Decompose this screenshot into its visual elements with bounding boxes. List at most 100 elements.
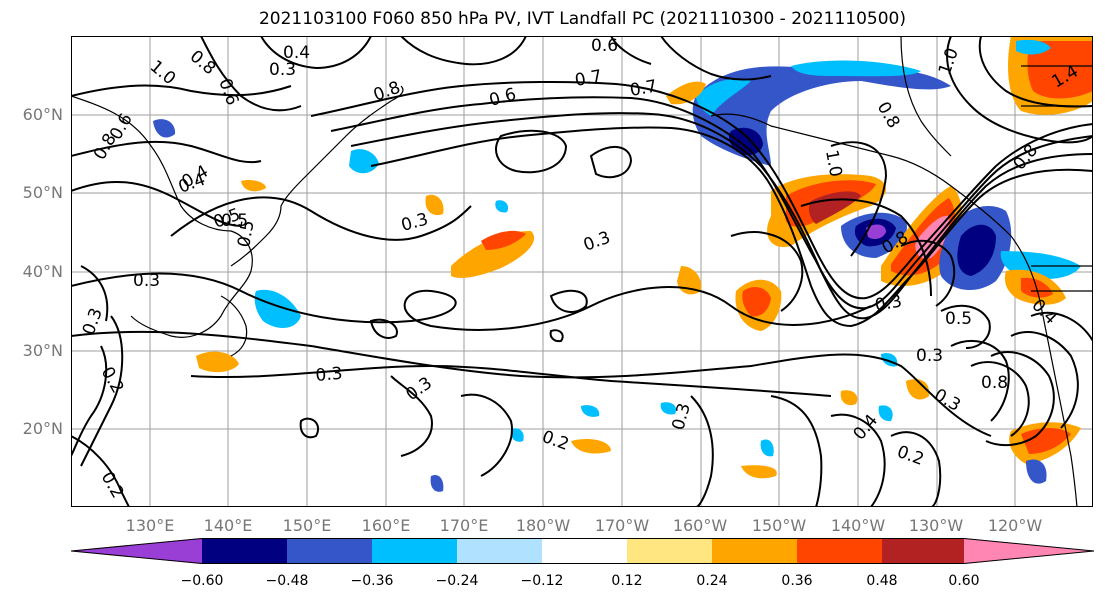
lon-label: 150°E: [282, 516, 332, 535]
contour-label: 0.4: [850, 411, 883, 445]
contour-label: 0.4: [283, 43, 310, 63]
shade-orange-140w: [840, 390, 858, 406]
shade-purple-mid: [866, 224, 886, 240]
contour-label: 0.6: [591, 36, 618, 56]
contour-label: 0.3: [399, 210, 430, 236]
colorbar-tick: 0.24: [696, 573, 728, 589]
colorbar-seg-4: [457, 538, 542, 564]
lat-label: 60°N: [22, 105, 63, 124]
colorbar-seg-10: [964, 538, 1094, 564]
contour-label: 0.3: [916, 346, 943, 366]
colorbar-tick: 0.48: [866, 573, 898, 589]
colorbar-seg-1: [202, 538, 287, 564]
shade-orange-150w: [666, 81, 706, 105]
lon-label: 140°E: [203, 516, 253, 535]
lon-label: 160°W: [672, 516, 728, 535]
shade-blue-small4: [430, 474, 444, 492]
map-panel: 1.0 0.8 0.6 0.4 0.3 0.4 0.8 0.6 0.8 0.6 …: [71, 36, 1093, 507]
shade-blue-small2: [660, 402, 677, 415]
shade-navy: [728, 127, 763, 156]
contour-label: 0.8: [981, 373, 1008, 393]
colorbar-tick: −0.24: [435, 573, 479, 589]
colorbar-tick: −0.48: [265, 573, 309, 589]
lon-label: 180°W: [515, 516, 571, 535]
contour-label: 1.0: [935, 45, 963, 77]
colorbar-seg-7: [712, 538, 797, 564]
contour-label: 0.5: [234, 219, 258, 249]
colorbar-seg-0: [71, 538, 202, 564]
map-title: 2021103100 F060 850 hPa PV, IVT Landfall…: [258, 9, 906, 29]
lon-label: 120°W: [987, 516, 1043, 535]
graticule: [71, 36, 1093, 507]
contour-label: 1.0: [146, 57, 180, 90]
colorbar-tick: 0.36: [781, 573, 813, 589]
shade-orange-150e: [196, 351, 239, 373]
shade-blue-165e: [349, 149, 379, 174]
contour-label: 0.6: [487, 85, 518, 111]
shade-blue-light1: [696, 79, 751, 116]
contour-label: 0.3: [873, 292, 903, 316]
shade-orange-130w: [906, 379, 930, 400]
shade-blue-ne: [1016, 39, 1051, 55]
shade-red-tr: [1027, 41, 1093, 99]
contour-label: 0.5: [221, 211, 248, 231]
colorbar-seg-6: [627, 538, 712, 564]
shade-blue-small5: [760, 439, 774, 457]
contour-label: 0.7: [628, 77, 658, 101]
shade-blue-130e: [153, 119, 176, 138]
lon-label: 160°E: [361, 516, 411, 535]
map-svg: 1.0 0.8 0.6 0.4 0.3 0.4 0.8 0.6 0.8 0.6 …: [71, 36, 1093, 507]
contour-label: 0.8: [873, 99, 904, 132]
shade-orange-170e: [425, 194, 444, 216]
contour-label: 0.7: [573, 67, 603, 91]
shade-red-bottom: [1021, 428, 1071, 454]
shade-lightblue-top: [791, 60, 921, 77]
shade-blue-150e: [254, 289, 301, 328]
contour-label: 0.8: [1010, 141, 1043, 175]
lon-label: 150°W: [751, 516, 807, 535]
lon-label: 130°E: [125, 516, 175, 535]
colorbar-tick: 0.12: [611, 573, 643, 589]
contour-label: 0.6: [214, 76, 242, 108]
lon-label: 170°W: [594, 516, 650, 535]
lat-label: 40°N: [22, 262, 63, 281]
contour-label: 0.3: [269, 60, 296, 80]
contour-label: 0.2: [894, 442, 926, 470]
contour-label: 0.2: [97, 364, 128, 397]
contour-label: 0.3: [402, 373, 436, 405]
colorbar: [71, 538, 1095, 564]
shade-blue-small3: [510, 428, 524, 442]
shade-navy-coast: [957, 224, 996, 276]
shade-red-155w: [742, 286, 771, 317]
colorbar-tick: 0.60: [948, 573, 980, 589]
colorbar-tick: −0.12: [520, 573, 564, 589]
shade-blue-small7: [495, 200, 509, 213]
contour-label: 0.3: [315, 364, 344, 386]
shade-orange-150e2: [241, 179, 266, 192]
colorbar-seg-3: [372, 538, 457, 564]
colorbar-outline: [71, 538, 1095, 564]
contour-label: 0.2: [539, 427, 571, 455]
contour-label: 0.8: [186, 47, 220, 80]
lat-label: 20°N: [22, 419, 63, 438]
colorbar-seg-2: [287, 538, 372, 564]
contour-label: 0.5: [945, 309, 972, 329]
ivt-shading: [153, 36, 1093, 492]
colorbar-seg-8: [797, 538, 882, 564]
pv-contours: [71, 36, 1093, 507]
contour-label: 0.3: [931, 385, 964, 416]
lon-label: 130°W: [908, 516, 964, 535]
shade-blue-small6: [878, 405, 893, 422]
colorbar-seg-5: [542, 538, 627, 564]
contour-label: 0.8: [371, 78, 403, 106]
contour-label: 1.0: [821, 148, 845, 178]
coastlines: [71, 36, 1093, 507]
lat-label: 30°N: [22, 341, 63, 360]
shade-orange-175e: [571, 439, 611, 454]
lat-label: 50°N: [22, 183, 63, 202]
shade-blue-125w: [1026, 459, 1047, 484]
shade-blue-small1: [581, 405, 600, 417]
contour-label: 0.3: [581, 228, 613, 256]
shade-orange-150w2: [741, 465, 777, 479]
colorbar-tick: −0.60: [180, 573, 224, 589]
